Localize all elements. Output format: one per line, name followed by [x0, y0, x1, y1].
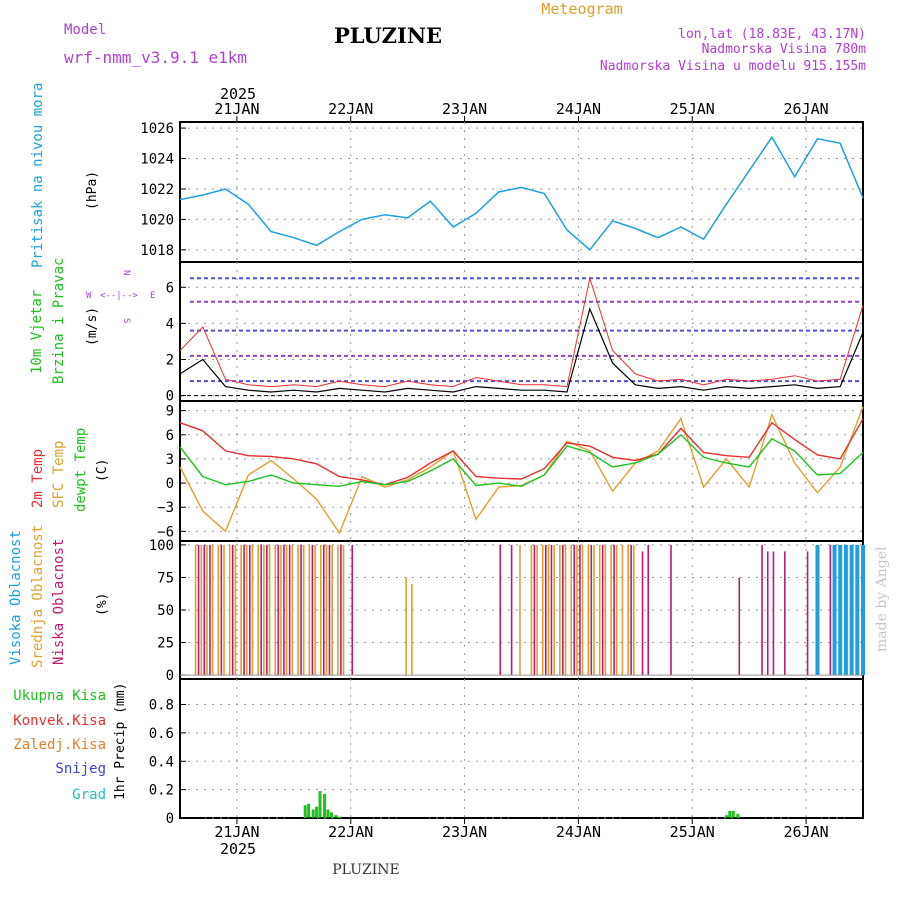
bottom-day-label: 25JAN [670, 823, 715, 841]
precipitation-ytick-label: 0.8 [149, 698, 174, 714]
precip-bar [724, 815, 728, 818]
legend-zaledj: Zaledj.Kisa [13, 737, 106, 753]
pressure-ytick-label: 1020 [140, 212, 174, 228]
pressure-ytick-label: 1022 [140, 182, 174, 198]
precip-bar [323, 793, 327, 818]
dewpt-ylabel: dewpt Temp [73, 428, 89, 512]
precip-bar [736, 813, 740, 818]
precip-bar [311, 809, 315, 818]
precip-bar [326, 809, 330, 818]
temperature-ytick-label: 9 [166, 404, 174, 420]
temp-unit: (C) [95, 459, 110, 482]
precip-ylabel: 1hr Precip (mm) [113, 683, 128, 800]
bottom-day-label: 23JAN [442, 823, 487, 841]
credit-label: made by Angel [874, 546, 890, 652]
model-elevation-label: Nadmorska Visina u modelu 915.155m [600, 59, 866, 74]
low-cloud-ylabel: Niska Oblacnost [51, 539, 67, 665]
bottom-day-label: 22JAN [328, 823, 373, 841]
cloud-unit: (%) [95, 593, 110, 616]
mid-cloud-ylabel: Srednja Oblacnost [30, 525, 46, 668]
temperature-ytick-label: −3 [157, 500, 174, 516]
legend-grad: Grad [72, 787, 106, 803]
precip-bar [315, 806, 319, 818]
temperature-ytick-label: 6 [166, 428, 174, 444]
precip-bar [728, 810, 732, 818]
precipitation-ytick-label: 0.6 [149, 726, 174, 742]
precipitation-ytick-label: 0 [166, 811, 174, 827]
precip-bar [337, 816, 341, 818]
wind-ylabel-2: Brzina i Pravac [51, 258, 67, 384]
high-cloud-ylabel: Visoka Oblacnost [8, 530, 24, 665]
pressure-ytick-label: 1018 [140, 243, 174, 259]
wind-ytick-label: 4 [166, 316, 174, 332]
clouds-ytick-label: 50 [157, 603, 174, 619]
wind-speed-line [179, 307, 864, 393]
wind-ytick-label: 2 [166, 352, 174, 368]
top-day-label: 25JAN [670, 100, 715, 118]
temp2m-ylabel: 2m Temp [30, 449, 46, 508]
wind-compass: W <--|--> E N S [86, 270, 155, 323]
bottom-day-label: 24JAN [556, 823, 601, 841]
svg-text:W: W [86, 291, 92, 301]
temperature-frame [179, 400, 864, 542]
wind-ylabel-1: 10m Vjetar [29, 290, 45, 374]
meteogram-label: Meteogram [541, 0, 622, 18]
footer-title: PLUZINE [332, 862, 399, 878]
precip-bar [307, 803, 311, 818]
top-day-label: 24JAN [556, 100, 601, 118]
svg-text:E: E [150, 291, 155, 301]
pressure-ytick-label: 1024 [140, 152, 174, 168]
pressure-line [179, 135, 864, 251]
clouds-ytick-label: 75 [157, 570, 174, 586]
clouds-ytick-label: 25 [157, 636, 174, 652]
top-year-label: 2025 [220, 85, 256, 103]
wind-unit: (m/s) [85, 307, 100, 346]
sfc-temp-line [179, 406, 864, 535]
chart-title: PLUZINE [334, 23, 442, 48]
pressure-ytick-label: 1026 [140, 121, 174, 137]
lonlat-label: lon,lat (18.83E, 43.17N) [678, 27, 866, 42]
precip-bar [329, 812, 333, 818]
wind-ytick-label: 0 [166, 389, 174, 405]
bottom-day-label: 21JAN [214, 823, 259, 841]
top-day-label: 22JAN [328, 100, 373, 118]
temperature-ytick-label: −6 [157, 524, 174, 540]
precip-bar [731, 810, 735, 818]
precipitation-ytick-label: 0.4 [149, 754, 174, 770]
temperature-ytick-label: 0 [166, 476, 174, 492]
svg-text:N: N [121, 270, 131, 275]
pressure-unit: (hPa) [85, 171, 100, 210]
top-day-label: 23JAN [442, 100, 487, 118]
pressure-ylabel: Pritisak na nivou mora [30, 83, 46, 268]
legend-konvek: Konvek.Kisa [13, 713, 106, 729]
temperature-ytick-label: 3 [166, 452, 174, 468]
clouds-ytick-label: 100 [149, 538, 174, 554]
sfc-temp-ylabel: SFC Temp [51, 441, 67, 508]
dewpt-line [179, 433, 864, 488]
precip-bar [303, 805, 307, 818]
wind-ytick-label: 6 [166, 280, 174, 296]
clouds-frame [179, 540, 864, 680]
precip-bar [318, 791, 322, 818]
precipitation-frame [179, 678, 864, 819]
legend-ukupna: Ukupna Kisa [13, 688, 106, 704]
precip-bar [334, 815, 338, 818]
temp2m-line [179, 418, 864, 486]
svg-text:S: S [121, 318, 131, 323]
clouds-ytick-label: 0 [166, 668, 174, 684]
top-day-label: 21JAN [214, 100, 259, 118]
pressure-frame [179, 121, 864, 263]
precip-legend: Ukupna Kisa Konvek.Kisa Zaledj.Kisa Snij… [13, 688, 106, 803]
model-label: Model [64, 22, 106, 38]
legend-snijeg: Snijeg [55, 761, 106, 777]
top-day-label: 26JAN [784, 100, 829, 118]
precipitation-ytick-label: 0.2 [149, 783, 174, 799]
bottom-day-label: 26JAN [784, 823, 829, 841]
model-name: wrf-nmm_v3.9.1 e1km [64, 48, 247, 67]
svg-text:<--|-->: <--|--> [100, 291, 139, 301]
wind-gust-line [179, 276, 864, 388]
elevation-label: Nadmorska Visina 780m [702, 42, 867, 57]
bottom-year-label: 2025 [220, 840, 256, 858]
